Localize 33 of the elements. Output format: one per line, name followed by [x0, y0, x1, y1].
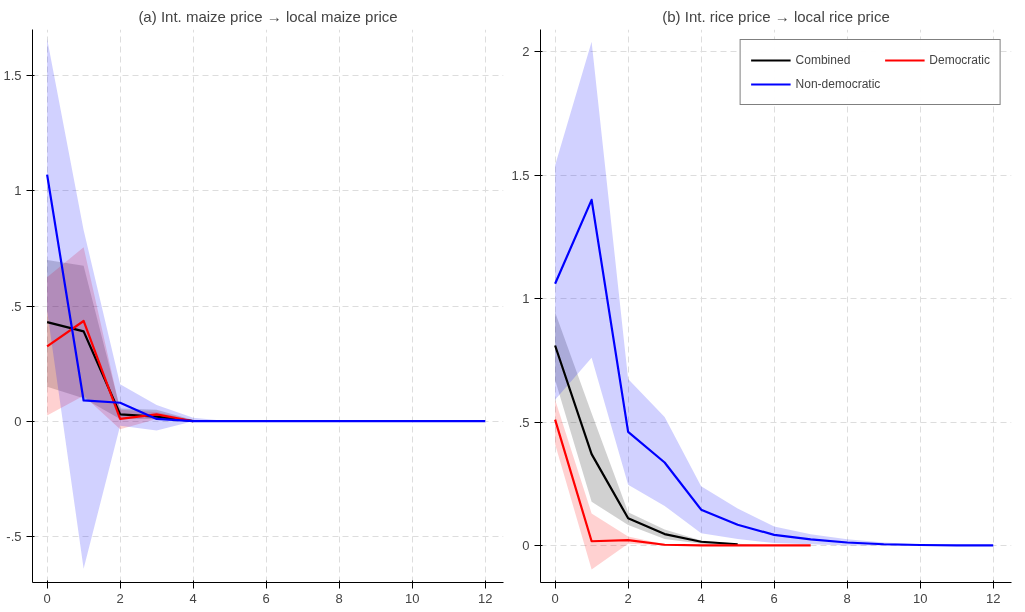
x-tick-label: 2	[116, 590, 124, 606]
line-series	[554, 344, 739, 546]
y-tick-label: 1.5	[511, 167, 530, 183]
x-tick-label: 12	[478, 590, 493, 606]
x-tick-label: 4	[697, 590, 705, 606]
y-tick-label: .5	[10, 298, 22, 314]
y-tick-label: 2	[522, 44, 530, 60]
x-tick-label: 6	[262, 590, 270, 606]
line-series	[46, 173, 487, 423]
x-tick-label: 8	[335, 590, 343, 606]
legend-label: Combined	[795, 53, 851, 67]
x-tick-label: 12	[986, 590, 1001, 606]
y-tick-label: 1	[14, 183, 22, 199]
x-tick-label: 10	[404, 590, 420, 606]
y-tick-label: .5	[518, 414, 530, 430]
x-tick-label: 8	[843, 590, 851, 606]
legend-label: Non-democratic	[795, 77, 881, 91]
line-series	[554, 418, 812, 547]
y-tick-label: 1.5	[3, 68, 22, 84]
x-tick-label: 10	[912, 590, 928, 606]
y-tick-label: 1	[522, 291, 530, 307]
line-series	[554, 198, 995, 547]
y-tick-label: 0	[522, 537, 530, 553]
x-tick-label: 4	[189, 590, 197, 606]
x-tick-label: 0	[43, 590, 51, 606]
y-tick-label: -.5	[6, 528, 22, 544]
y-tick-label: 0	[14, 413, 22, 429]
chart-title: (a) Int. maize price → local maize price	[138, 7, 398, 25]
x-tick-label: 0	[551, 590, 559, 606]
x-tick-label: 6	[770, 590, 778, 606]
x-tick-label: 2	[624, 590, 632, 606]
chart-title: (b) Int. rice price → local rice price	[662, 7, 890, 25]
legend-label: Democratic	[929, 53, 990, 67]
